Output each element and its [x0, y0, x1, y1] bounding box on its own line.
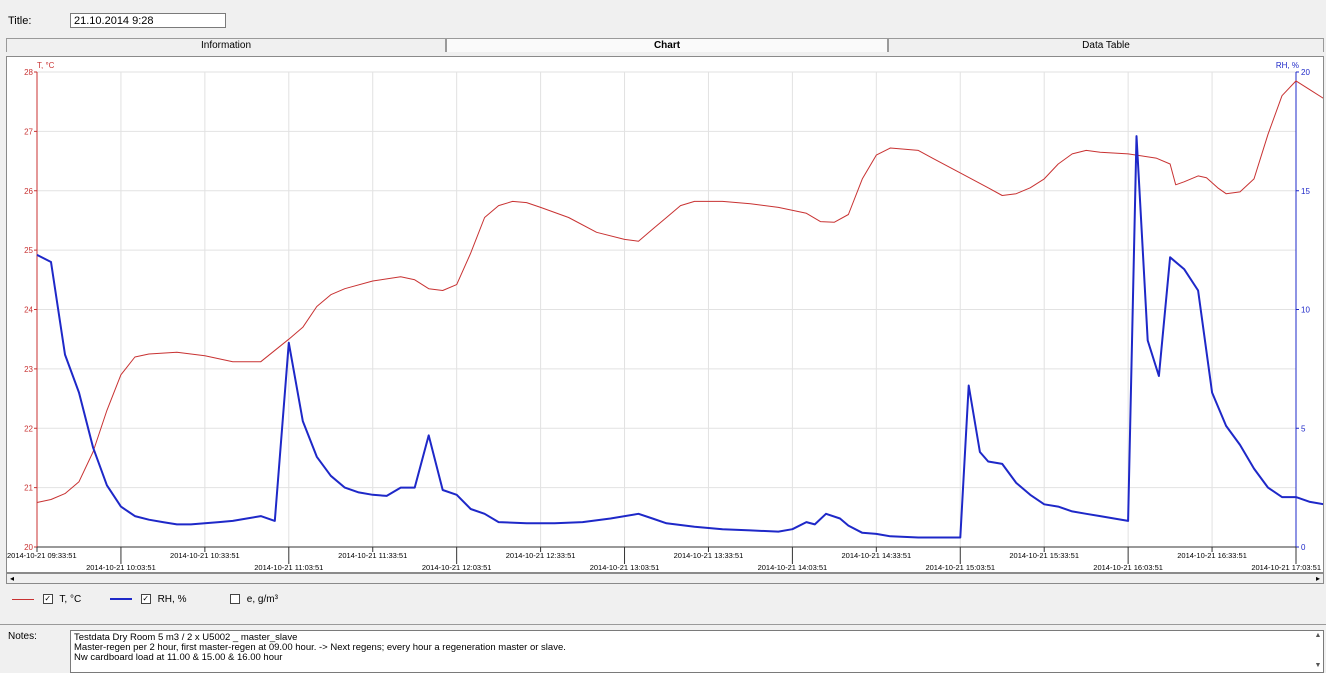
tab-chart-label: Chart	[653, 40, 681, 51]
left-tick-label: 27	[24, 127, 33, 136]
notes-line: Nw cardboard load at 11.00 & 15.00 & 16.…	[74, 652, 283, 663]
legend-label-absolute-humidity: e, g/m³	[246, 594, 278, 605]
tab-data-table[interactable]: Data Table	[888, 38, 1324, 52]
right-tick-label: 15	[1301, 187, 1310, 196]
left-axis-label: T, °C	[37, 61, 55, 70]
notes-separator	[0, 624, 1326, 625]
legend-label-temperature: T, °C	[59, 594, 82, 605]
legend-label-humidity: RH, %	[157, 594, 187, 605]
x-tick-label: 2014-10-21 14:03:51	[758, 563, 828, 572]
x-tick-label: 2014-10-21 13:03:51	[590, 563, 660, 572]
grid	[36, 71, 1297, 548]
x-tick-label: 2014-10-21 15:33:51	[1009, 551, 1079, 560]
x-tick-label: 2014-10-21 17:03:51	[1251, 563, 1321, 572]
tab-information[interactable]: Information	[6, 38, 446, 52]
x-tick-label: 2014-10-21 11:33:51	[338, 551, 407, 560]
left-tick-label: 26	[24, 187, 33, 196]
notes-line: Testdata Dry Room 5 m3 / 2 x U5002 _ mas…	[74, 632, 298, 643]
legend-line-humidity	[110, 598, 132, 601]
legend-item-humidity[interactable]: ✓ RH, %	[110, 594, 186, 606]
legend-line-temperature	[12, 598, 34, 600]
legend-checkbox-humidity[interactable]: ✓	[140, 594, 151, 605]
legend-item-temperature[interactable]: ✓ T, °C	[12, 594, 81, 606]
notes-scrollbar[interactable]: ▲ ▼	[1314, 632, 1322, 669]
tab-chart[interactable]: Chart	[446, 38, 888, 52]
chart-panel[interactable]: 20 21 22 23 24 25 26 27 28 0 5 10 15 20 2014-10-21 09:…	[6, 56, 1324, 573]
x-tick-label: 2014-10-21 10:03:51	[86, 563, 156, 572]
legend: ✓ T, °C ✓ RH, % e, g/m³	[0, 588, 1326, 612]
x-tick-label: 2014-10-21 15:03:51	[925, 563, 995, 572]
right-tick-label: 0	[1301, 543, 1306, 552]
left-tick-label: 21	[24, 484, 33, 493]
x-tick-label: 2014-10-21 16:33:51	[1177, 551, 1247, 560]
left-tick-label: 22	[24, 424, 33, 433]
temperature-series-line	[36, 80, 1323, 503]
title-label: Title:	[8, 15, 32, 27]
left-tick-label: 23	[24, 365, 33, 374]
notes-textarea[interactable]: Testdata Dry Room 5 m3 / 2 x U5002 _ mas…	[70, 630, 1324, 673]
title-input[interactable]	[70, 13, 226, 28]
notes-label: Notes:	[8, 631, 37, 642]
right-axis-label: RH, %	[1276, 61, 1299, 70]
tab-data-table-label: Data Table	[1082, 40, 1130, 51]
x-tick-label: 2014-10-21 14:33:51	[842, 551, 912, 560]
series-lines	[36, 80, 1323, 539]
legend-checkbox-absolute-humidity[interactable]	[230, 594, 240, 605]
right-tick-label: 20	[1301, 68, 1310, 77]
left-tick-label: 20	[24, 543, 33, 552]
chart-horizontal-scrollbar[interactable]: ◂ ▸	[6, 573, 1324, 584]
left-tick-label: 28	[24, 68, 33, 77]
x-tick-label: 2014-10-21 11:03:51	[254, 563, 323, 572]
x-tick-label: 2014-10-21 16:03:51	[1093, 563, 1163, 572]
legend-item-absolute-humidity[interactable]: e, g/m³	[230, 594, 278, 606]
x-tick-label: 2014-10-21 09:33:51	[7, 551, 77, 560]
x-tick-label: 2014-10-21 12:33:51	[506, 551, 576, 560]
humidity-series-line	[36, 135, 1323, 539]
right-tick-label: 10	[1301, 306, 1310, 315]
x-tick-label: 2014-10-21 12:03:51	[422, 563, 492, 572]
left-tick-label: 24	[24, 306, 33, 315]
scroll-right-arrow-icon[interactable]: ▸	[1315, 574, 1320, 583]
tab-bar: Information Chart Data Table	[6, 38, 1324, 53]
x-tick-label: 2014-10-21 10:33:51	[170, 551, 240, 560]
right-tick-label: 5	[1301, 424, 1306, 433]
legend-checkbox-temperature[interactable]: ✓	[42, 594, 53, 605]
tab-information-label: Information	[200, 40, 252, 51]
scroll-left-arrow-icon[interactable]: ◂	[9, 574, 14, 583]
left-tick-label: 25	[24, 246, 33, 255]
title-row: Title:	[0, 0, 1326, 36]
notes-line: Master-regen per 2 hour, first master-re…	[74, 642, 566, 653]
x-tick-label: 2014-10-21 13:33:51	[674, 551, 744, 560]
